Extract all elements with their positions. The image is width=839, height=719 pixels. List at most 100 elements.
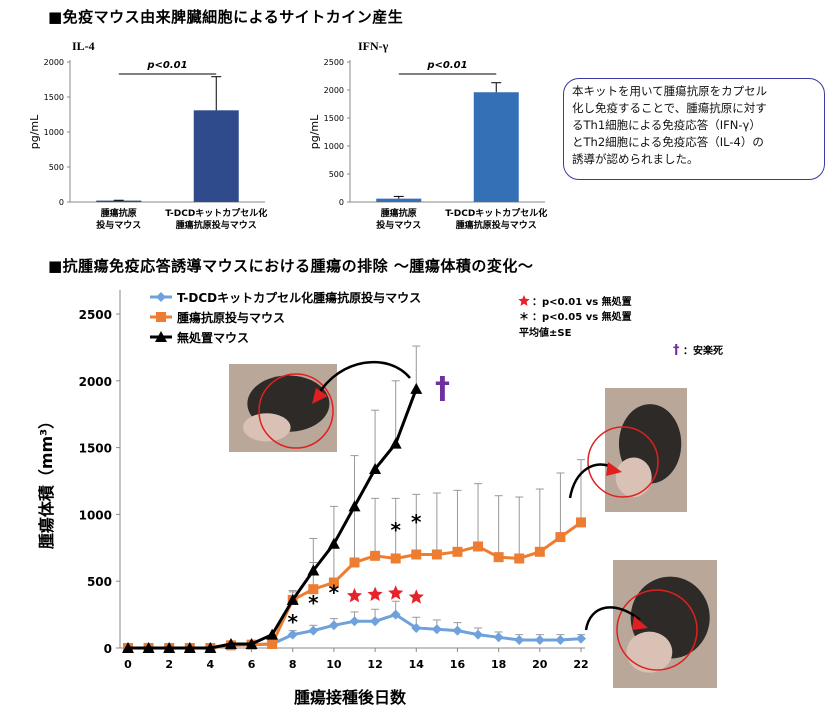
significance-star bbox=[408, 589, 424, 604]
x-category-label: T-DCDキットカプセル化 bbox=[445, 207, 547, 219]
y-tick-label: 1000 bbox=[79, 508, 112, 522]
photo-arrow bbox=[584, 606, 641, 631]
legend-label: 腫瘍抗原投与マウス bbox=[177, 310, 285, 325]
data-point bbox=[493, 632, 504, 643]
data-point bbox=[534, 634, 545, 645]
significance-asterisk: * bbox=[308, 591, 319, 615]
y-tick-label: 0 bbox=[104, 642, 112, 656]
data-point bbox=[555, 532, 566, 543]
data-point bbox=[328, 620, 339, 631]
bar bbox=[473, 92, 519, 202]
highlight-circle bbox=[616, 589, 698, 671]
data-point bbox=[390, 553, 401, 564]
y-tick-label: 500 bbox=[329, 170, 344, 179]
euthanasia-legend-label: ：安楽死 bbox=[683, 344, 723, 357]
data-point bbox=[431, 624, 442, 635]
x-category-label: T-DCDキットカプセル化 bbox=[165, 207, 267, 219]
mouse-photo-antigen bbox=[587, 388, 687, 512]
legend-asterisk-label: ：p<0.05 vs 無処置 bbox=[532, 310, 632, 323]
significance-label: p<0.01 bbox=[146, 60, 187, 71]
x-tick-label: 16 bbox=[450, 658, 466, 671]
tumor-section-heading: ■抗腫瘍免疫応答誘導マウスにおける腫瘍の排除 ～腫瘍体積の変化～ bbox=[48, 257, 534, 275]
y-axis-label: pg/mL bbox=[28, 114, 41, 149]
data-point bbox=[286, 593, 299, 605]
legend-label: 無処置マウス bbox=[177, 330, 249, 345]
chart-title: IFN-γ bbox=[358, 39, 389, 53]
photo-arrow bbox=[316, 360, 411, 396]
y-tick-label: 1500 bbox=[44, 93, 64, 102]
significance-star bbox=[367, 586, 383, 601]
data-point bbox=[473, 541, 484, 552]
x-category-label: 腫瘍抗原 bbox=[381, 207, 417, 219]
x-tick-label: 20 bbox=[532, 658, 548, 671]
data-point bbox=[348, 500, 361, 512]
bar bbox=[96, 200, 142, 202]
euthanasia-dagger: † bbox=[435, 371, 450, 406]
data-point bbox=[452, 625, 463, 636]
legend-star-label: ：p<0.01 vs 無処置 bbox=[532, 295, 632, 308]
x-tick-label: 14 bbox=[409, 658, 425, 671]
legend-asterisk-icon: ＊ bbox=[519, 311, 529, 323]
y-tick-label: 2000 bbox=[324, 86, 344, 95]
x-category-label: 投与マウス bbox=[96, 219, 141, 231]
x-tick-label: 12 bbox=[367, 658, 382, 671]
significance-star bbox=[346, 587, 363, 603]
data-point bbox=[410, 382, 423, 394]
data-point bbox=[266, 628, 279, 640]
x-tick-label: 10 bbox=[326, 658, 342, 671]
y-axis-label: pg/mL bbox=[308, 114, 321, 149]
note-line: 誘導が認められました。 bbox=[572, 152, 699, 166]
significance-asterisk: * bbox=[329, 581, 340, 605]
bar bbox=[376, 198, 422, 202]
data-point bbox=[514, 634, 525, 645]
data-point bbox=[390, 609, 401, 620]
data-point bbox=[267, 638, 278, 649]
data-point bbox=[308, 625, 319, 636]
data-point bbox=[328, 577, 339, 588]
data-point bbox=[411, 549, 422, 560]
significance-label: p<0.01 bbox=[426, 60, 467, 71]
legend-marker bbox=[156, 292, 166, 302]
data-point bbox=[349, 557, 360, 568]
data-point bbox=[307, 564, 320, 576]
hand bbox=[615, 457, 652, 498]
mouse-photo-kit bbox=[613, 560, 717, 688]
y-tick-label: 2000 bbox=[44, 58, 64, 67]
data-point bbox=[473, 629, 484, 640]
data-point bbox=[183, 642, 196, 653]
data-point bbox=[224, 637, 237, 649]
note-line: とTh2細胞による免疫応答（IL-4）の bbox=[572, 135, 764, 149]
y-tick-label: 0 bbox=[59, 198, 64, 207]
data-point bbox=[287, 629, 298, 640]
data-point bbox=[514, 553, 525, 564]
y-tick-label: 500 bbox=[49, 163, 64, 172]
data-point bbox=[122, 642, 134, 653]
data-point bbox=[370, 550, 381, 561]
chart-title: IL-4 bbox=[72, 39, 95, 53]
legend-marker bbox=[156, 312, 166, 322]
legend-marker bbox=[155, 331, 167, 342]
hand bbox=[243, 413, 291, 442]
bar bbox=[193, 110, 239, 202]
y-tick-label: 0 bbox=[339, 198, 344, 207]
description-note: 本キットを用いて腫瘍抗原をカプセル 化し免疫することで、腫瘍抗原に対す るTh1… bbox=[563, 78, 825, 180]
photo-arrow-head bbox=[312, 388, 328, 404]
y-tick-label: 1000 bbox=[44, 128, 64, 137]
data-point bbox=[493, 552, 504, 563]
mouse-photo-untreated bbox=[229, 364, 337, 452]
note-line: るTh1細胞による免疫応答（IFN-γ） bbox=[572, 118, 761, 132]
y-tick-label: 1500 bbox=[79, 442, 112, 456]
data-point bbox=[308, 584, 319, 595]
note-line: 本キットを用いて腫瘍抗原をカプセル bbox=[572, 84, 768, 98]
data-point bbox=[555, 634, 566, 645]
data-point bbox=[245, 637, 258, 649]
data-point bbox=[534, 546, 545, 557]
y-tick-label: 2500 bbox=[324, 58, 344, 67]
hand bbox=[626, 631, 673, 673]
x-category-label: 腫瘍抗原投与マウス bbox=[176, 219, 257, 231]
data-point bbox=[349, 616, 360, 627]
data-point bbox=[389, 437, 402, 449]
data-point bbox=[411, 622, 422, 633]
note-line: 化し免疫することで、腫瘍抗原に対す bbox=[572, 101, 767, 115]
